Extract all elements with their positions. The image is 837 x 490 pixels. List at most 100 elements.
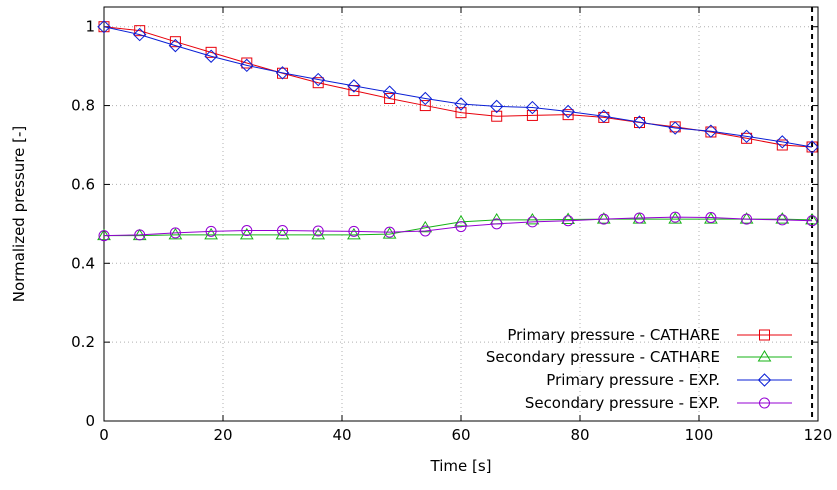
data-point <box>805 212 819 225</box>
data-point <box>132 27 147 42</box>
x-tick-label: 120 <box>804 426 833 444</box>
data-point <box>705 212 717 224</box>
series-layer <box>97 20 819 242</box>
data-point <box>311 227 326 240</box>
data-point <box>634 212 645 224</box>
data-point <box>455 221 467 233</box>
legend-item: Primary pressure - CATHARE <box>507 326 792 344</box>
data-point <box>241 225 253 237</box>
legend: Primary pressure - CATHARE Secondary pres… <box>486 326 792 412</box>
data-point <box>384 92 396 104</box>
data-point <box>455 107 467 119</box>
legend-marker <box>759 397 770 409</box>
legend-item: Secondary pressure - CATHARE <box>486 348 792 366</box>
data-point <box>419 100 431 112</box>
data-point <box>97 228 111 241</box>
data-point <box>739 129 754 144</box>
data-point <box>275 227 290 240</box>
data-point <box>776 139 788 151</box>
y-tick-label: 0 <box>85 412 95 430</box>
x-axis-label: Time [s] <box>430 457 492 475</box>
series-4 <box>98 211 818 242</box>
data-point <box>418 91 433 106</box>
data-point <box>596 212 611 224</box>
data-point <box>98 21 110 33</box>
data-point <box>598 213 610 225</box>
data-point <box>204 49 218 63</box>
data-point <box>169 227 181 239</box>
data-point <box>454 214 468 227</box>
data-point <box>741 213 753 225</box>
data-point <box>169 36 181 48</box>
data-point <box>632 115 647 129</box>
axes: 0 20 40 60 80 100 120 0 0.2 0.4 0.6 0.8 1 <box>71 7 832 444</box>
data-point <box>668 212 683 224</box>
data-point <box>526 216 538 228</box>
data-point <box>597 109 611 123</box>
data-point <box>491 110 503 122</box>
data-point <box>526 109 538 121</box>
data-point <box>168 38 183 53</box>
data-point <box>311 72 325 87</box>
x-tick-label: 0 <box>99 426 109 444</box>
y-tick-label: 0.4 <box>71 254 95 272</box>
y-tick-label: 1 <box>85 18 95 36</box>
data-point <box>525 212 540 225</box>
data-point <box>275 66 290 80</box>
data-point <box>312 77 324 89</box>
x-tick-label: 80 <box>570 426 589 444</box>
y-tick-label: 0.6 <box>71 175 95 193</box>
data-point <box>562 109 574 121</box>
data-point <box>312 225 324 237</box>
data-point <box>489 99 504 114</box>
data-point <box>669 211 681 223</box>
legend-item: Secondary pressure - EXP. <box>525 394 792 412</box>
data-point <box>562 215 574 227</box>
data-point <box>668 121 682 135</box>
data-point <box>561 212 575 225</box>
legend-item: Primary pressure - EXP. <box>546 371 792 389</box>
data-point <box>277 225 288 237</box>
data-point <box>134 25 146 37</box>
data-point <box>561 104 575 119</box>
data-point <box>454 97 468 111</box>
data-point <box>204 227 218 240</box>
data-point <box>806 141 818 153</box>
legend-marker <box>757 373 772 387</box>
x-tick-label: 60 <box>451 426 470 444</box>
x-tick-label: 40 <box>332 426 351 444</box>
data-point <box>348 225 360 237</box>
data-point <box>775 135 790 149</box>
data-point <box>739 212 754 224</box>
y-tick-label: 0.8 <box>71 97 95 115</box>
data-point <box>98 230 110 242</box>
data-point <box>240 58 254 73</box>
data-point <box>491 218 503 230</box>
data-point <box>205 225 217 237</box>
data-point <box>239 227 254 240</box>
data-point <box>419 225 431 237</box>
data-point <box>205 46 217 58</box>
y-axis-label: Normalized pressure [-] <box>10 126 28 303</box>
data-point <box>97 20 111 34</box>
data-point <box>347 79 361 93</box>
data-point <box>775 212 790 224</box>
y-tick-label: 0.2 <box>71 333 95 351</box>
data-point <box>805 140 819 154</box>
data-point <box>806 215 818 227</box>
data-point <box>525 100 540 115</box>
series-line <box>103 216 813 237</box>
data-point <box>704 124 718 138</box>
data-point <box>241 57 253 69</box>
legend-marker <box>759 329 770 341</box>
grid-lines <box>104 7 818 421</box>
data-point <box>384 226 396 238</box>
series-line <box>103 26 813 148</box>
data-point <box>741 132 753 144</box>
legend-label: Secondary pressure - CATHARE <box>486 348 720 366</box>
x-tick-label: 20 <box>213 426 232 444</box>
x-tick-label: 100 <box>685 426 714 444</box>
data-point <box>776 214 788 226</box>
data-point <box>134 229 146 241</box>
